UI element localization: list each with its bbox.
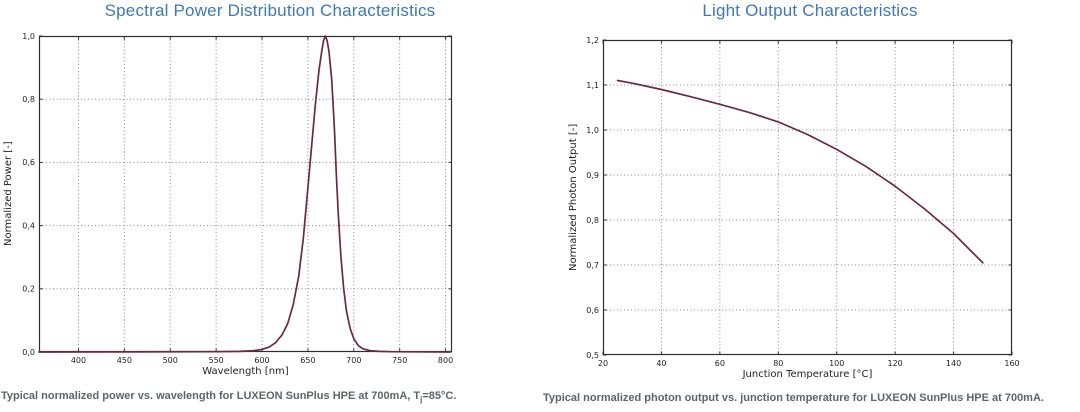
svg-text:1,2: 1,2 <box>586 36 599 45</box>
light-output-panel: Light Output Characteristics 20 40 60 80 100… <box>540 0 1080 412</box>
svg-text:80: 80 <box>773 359 783 368</box>
svg-text:1,0: 1,0 <box>586 126 599 135</box>
svg-text:0,6: 0,6 <box>22 158 35 167</box>
svg-text:0,9: 0,9 <box>586 171 599 180</box>
svg-text:0,8: 0,8 <box>22 95 35 104</box>
svg-text:1,0: 1,0 <box>22 32 35 41</box>
light-output-caption-text: Typical normalized photon output vs. jun… <box>543 392 1044 404</box>
svg-text:500: 500 <box>163 356 178 365</box>
spd-x-axis-label: Wavelength [nm] <box>202 366 289 377</box>
svg-text:450: 450 <box>117 356 132 365</box>
svg-text:140: 140 <box>946 359 961 368</box>
light-output-caption: Typical normalized photon output vs. jun… <box>543 392 1044 406</box>
svg-text:0,4: 0,4 <box>22 221 35 230</box>
spd-caption-subscript: j <box>420 395 423 405</box>
svg-text:800: 800 <box>438 356 453 365</box>
svg-text:40: 40 <box>656 359 666 368</box>
svg-text:1,1: 1,1 <box>586 81 599 90</box>
svg-text:0,2: 0,2 <box>22 285 35 294</box>
light-output-chart-title: Light Output Characteristics <box>702 1 918 20</box>
spd-chart-title: Spectral Power Distribution Characterist… <box>104 1 436 20</box>
svg-text:20: 20 <box>598 359 608 368</box>
svg-text:0,6: 0,6 <box>586 306 599 315</box>
spd-y-axis-label: Normalized Power [-] <box>3 141 14 247</box>
light-output-plot-area: 20 40 60 80 100 120 140 160 0,5 0,6 0,7 0,8 0,9 1,0 1,… <box>586 36 1019 368</box>
svg-text:160: 160 <box>1004 359 1019 368</box>
svg-text:60: 60 <box>715 359 725 368</box>
svg-text:550: 550 <box>208 356 223 365</box>
svg-text:650: 650 <box>300 356 315 365</box>
svg-text:400: 400 <box>71 356 86 365</box>
light-output-x-axis-label: Junction Temperature [°C] <box>742 369 873 380</box>
spd-caption-text-end: =85°C. <box>422 390 457 402</box>
svg-text:600: 600 <box>254 356 269 365</box>
svg-text:0,8: 0,8 <box>586 216 599 225</box>
spd-caption-text: Typical normalized power vs. wavelength … <box>1 390 421 402</box>
spd-caption: Typical normalized power vs. wavelength … <box>1 390 456 404</box>
svg-text:700: 700 <box>346 356 361 365</box>
svg-text:0,7: 0,7 <box>586 261 599 270</box>
svg-text:0,0: 0,0 <box>22 348 35 357</box>
svg-text:750: 750 <box>392 356 407 365</box>
svg-text:120: 120 <box>888 359 903 368</box>
svg-text:0,5: 0,5 <box>586 351 599 360</box>
light-output-y-axis-label: Normalized Photon Output [-] <box>568 123 579 272</box>
spd-panel: Spectral Power Distribution Characterist… <box>1 1 456 404</box>
spd-plot-area: 400 450 500 550 600 650 700 750 800 0,0 0,2 0,4 0,6 0… <box>22 32 453 365</box>
svg-text:100: 100 <box>829 359 844 368</box>
